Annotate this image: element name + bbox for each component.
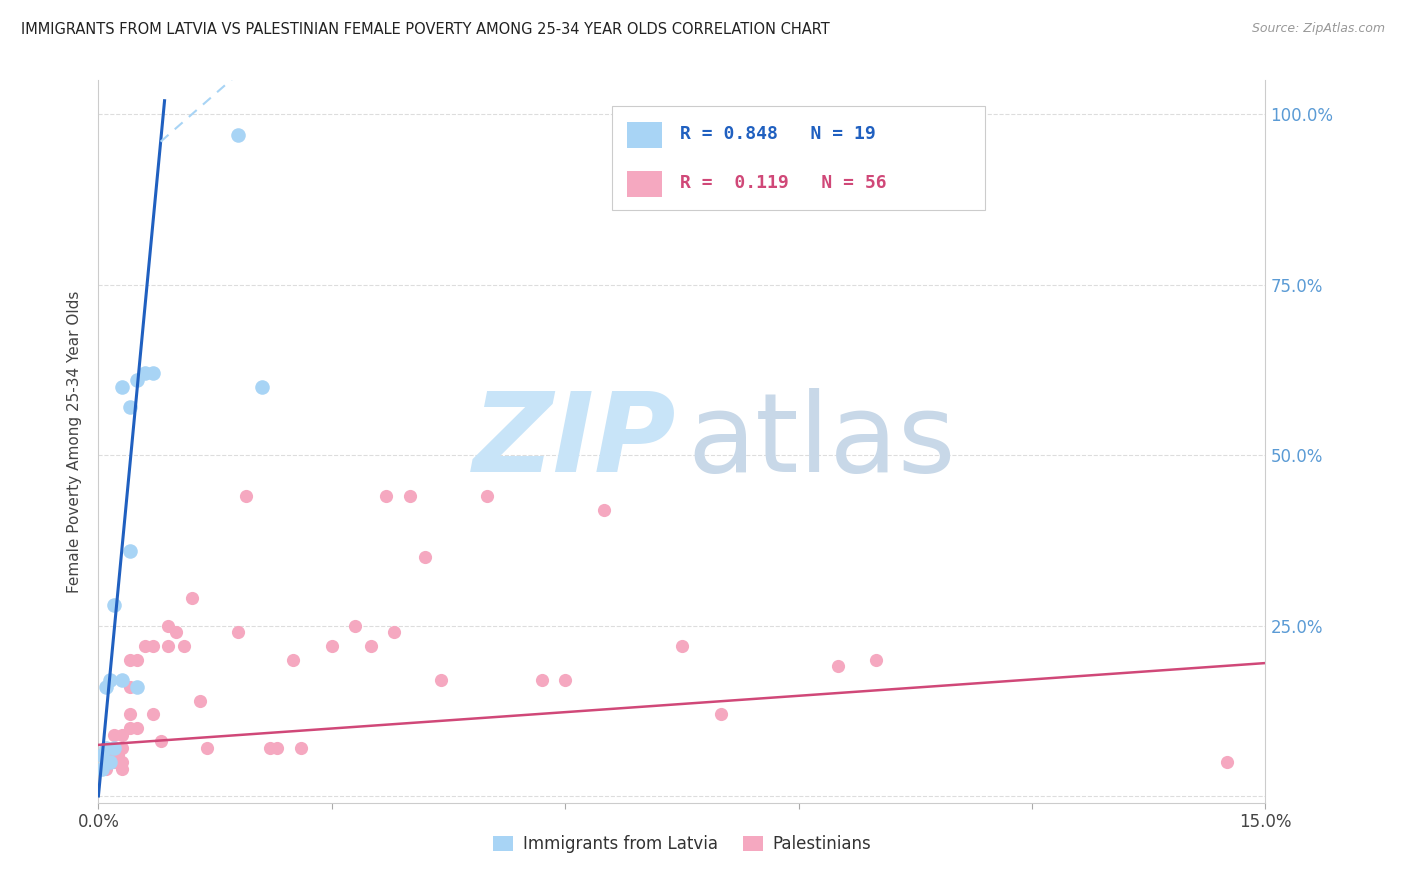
Point [344, 618, 367, 632]
Point [96, 741, 118, 756]
Point [266, 741, 288, 756]
Point [111, 380, 134, 394]
Point [111, 741, 134, 756]
Legend: Immigrants from Latvia, Palestinians: Immigrants from Latvia, Palestinians [486, 828, 877, 860]
Bar [627, 171, 662, 197]
Text: IMMIGRANTS FROM LATVIA VS PALESTINIAN FEMALE POVERTY AMONG 25-34 YEAR OLDS CORRE: IMMIGRANTS FROM LATVIA VS PALESTINIAN FE… [21, 22, 830, 37]
Point [127, 373, 149, 387]
Point [165, 625, 187, 640]
Point [103, 741, 125, 756]
Text: ZIP: ZIP [472, 388, 676, 495]
Point [96, 748, 118, 763]
Point [259, 741, 281, 756]
Point [134, 639, 156, 653]
Text: atlas: atlas [688, 388, 956, 495]
Point [98, 755, 121, 769]
Point [103, 598, 125, 612]
Point [118, 680, 141, 694]
Point [103, 741, 125, 756]
Point [228, 128, 250, 142]
Point [554, 673, 576, 687]
Point [118, 707, 141, 722]
Point [173, 639, 195, 653]
Point [111, 728, 134, 742]
Text: Source: ZipAtlas.com: Source: ZipAtlas.com [1251, 22, 1385, 36]
Point [118, 653, 141, 667]
Point [180, 591, 202, 606]
Text: R =  0.119   N = 56: R = 0.119 N = 56 [679, 175, 886, 193]
Point [111, 755, 134, 769]
Point [321, 639, 343, 653]
Point [865, 653, 887, 667]
Bar [627, 122, 662, 148]
Point [96, 755, 118, 769]
Point [98, 755, 121, 769]
Point [1215, 755, 1237, 769]
Point [593, 502, 616, 516]
Point [360, 639, 382, 653]
Point [107, 748, 129, 763]
Point [127, 721, 149, 735]
Point [429, 673, 451, 687]
Point [118, 721, 141, 735]
Point [96, 755, 118, 769]
Point [111, 673, 134, 687]
Point [671, 639, 693, 653]
Point [530, 673, 553, 687]
FancyBboxPatch shape [612, 105, 986, 211]
Point [235, 489, 257, 503]
Point [98, 673, 121, 687]
Point [91, 762, 114, 776]
Point [142, 707, 165, 722]
Point [290, 741, 312, 756]
Point [142, 639, 165, 653]
Point [827, 659, 849, 673]
Point [91, 762, 114, 776]
Point [281, 653, 304, 667]
Point [710, 707, 733, 722]
Point [157, 618, 180, 632]
Point [250, 380, 273, 394]
Point [118, 543, 141, 558]
Point [149, 734, 172, 748]
Text: R = 0.848   N = 19: R = 0.848 N = 19 [679, 125, 876, 144]
Point [96, 741, 118, 756]
Point [96, 680, 118, 694]
Point [91, 748, 114, 763]
Point [375, 489, 398, 503]
Point [134, 367, 156, 381]
Point [111, 762, 134, 776]
Point [228, 625, 250, 640]
Point [188, 693, 211, 707]
Point [413, 550, 436, 565]
Point [118, 401, 141, 415]
Point [91, 748, 114, 763]
Point [103, 755, 125, 769]
Point [382, 625, 405, 640]
Point [103, 748, 125, 763]
Point [127, 653, 149, 667]
Point [398, 489, 420, 503]
Point [142, 367, 165, 381]
Point [157, 639, 180, 653]
Point [195, 741, 218, 756]
Point [127, 680, 149, 694]
Point [96, 762, 118, 776]
Point [477, 489, 499, 503]
Point [103, 728, 125, 742]
Y-axis label: Female Poverty Among 25-34 Year Olds: Female Poverty Among 25-34 Year Olds [67, 291, 83, 592]
